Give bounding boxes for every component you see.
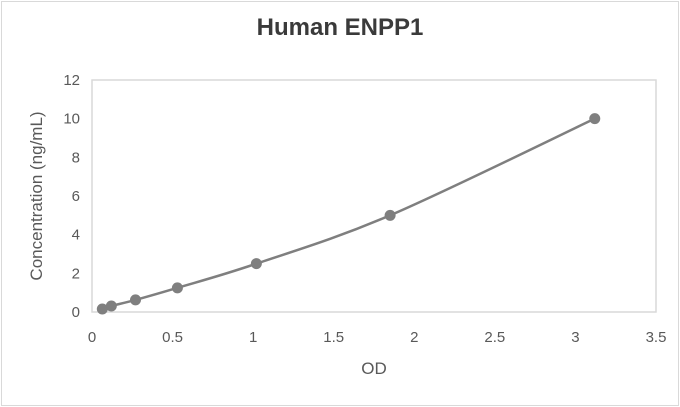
y-axis-ticks: 0 2 4 6 8 10 12 [63, 72, 80, 321]
x-tick-label: 3 [571, 329, 579, 346]
data-point-marker [171, 282, 183, 294]
y-tick-label: 8 [72, 149, 80, 166]
y-tick-label: 12 [63, 72, 80, 89]
data-point-marker [250, 258, 262, 270]
standard-curve-line [101, 117, 596, 311]
data-point-marker [384, 209, 396, 221]
x-tick-label: 0.5 [162, 329, 183, 346]
y-tick-label: 4 [72, 227, 80, 244]
data-point-marker [589, 113, 601, 125]
chart-title: Human ENPP1 [256, 14, 424, 41]
x-axis-label: OD [361, 359, 387, 378]
x-tick-label: 1 [249, 329, 257, 346]
y-axis-label: Concentration (ng/mL) [27, 111, 46, 280]
data-point-marker [130, 294, 142, 306]
data-point-marker [96, 303, 108, 315]
x-tick-label: 0 [88, 329, 96, 346]
x-tick-label: 2 [410, 329, 418, 346]
data-point-marker [105, 300, 117, 312]
x-tick-label: 3.5 [646, 329, 667, 346]
data-points [96, 113, 601, 315]
plot-area [91, 79, 657, 313]
y-tick-label: 10 [63, 111, 80, 128]
x-tick-label: 1.5 [323, 329, 344, 346]
x-tick-label: 2.5 [484, 329, 505, 346]
y-tick-label: 2 [72, 265, 80, 282]
y-tick-label: 0 [72, 304, 80, 321]
x-axis-ticks: 0 0.5 1 1.5 2 2.5 3 3.5 [88, 329, 667, 346]
y-tick-label: 6 [72, 188, 80, 205]
